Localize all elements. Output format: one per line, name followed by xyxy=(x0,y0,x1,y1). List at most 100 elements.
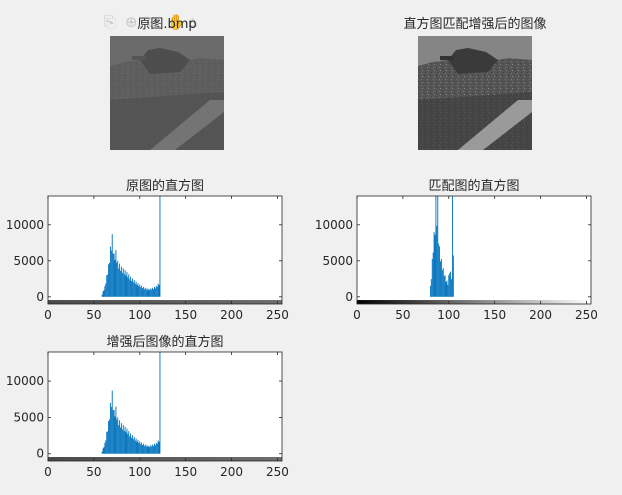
histogram-bar xyxy=(452,255,454,297)
histogram-bar xyxy=(151,289,153,297)
histogram-bar xyxy=(116,262,118,297)
y-tick-label: 5000 xyxy=(13,410,44,424)
histogram-bar xyxy=(118,425,120,454)
histogram-bar xyxy=(445,282,447,297)
histogram-bar xyxy=(448,275,450,297)
histogram-bar xyxy=(121,429,123,454)
x-tick-label: 100 xyxy=(128,308,151,322)
histogram-bar xyxy=(439,246,441,297)
histogram-bar xyxy=(154,288,156,297)
histogram-bar xyxy=(436,225,438,297)
histogram-bar xyxy=(450,271,452,297)
histogram-bar xyxy=(451,196,453,297)
histogram-bar xyxy=(112,409,114,454)
histogram-bar xyxy=(102,448,104,454)
histogram-bar xyxy=(119,420,121,454)
histogram-bar xyxy=(128,431,130,454)
histogram-bar xyxy=(152,444,154,454)
x-tick-label: 100 xyxy=(128,465,151,479)
histogram-bar xyxy=(137,283,139,297)
histogram-bar xyxy=(437,196,439,297)
y-tick-label: 5000 xyxy=(13,254,44,268)
histogram-bar xyxy=(106,275,108,297)
histogram-bars xyxy=(101,196,161,297)
plot-area xyxy=(48,196,282,304)
colorbar xyxy=(48,457,282,461)
histogram-bar xyxy=(135,281,137,297)
histogram-bar xyxy=(135,438,137,454)
histogram-bar xyxy=(124,270,126,297)
histogram-bar xyxy=(117,417,119,454)
histogram-bar xyxy=(145,289,147,297)
histogram-bar xyxy=(110,406,112,454)
histogram-bars xyxy=(429,196,454,297)
x-tick-label: 150 xyxy=(174,465,197,479)
histogram-bar xyxy=(434,234,436,297)
x-tick-label: 100 xyxy=(437,308,460,322)
histogram-bar xyxy=(127,434,129,454)
histogram-bar xyxy=(141,442,143,454)
histogram-bar xyxy=(129,436,131,454)
histogram-chart-1: 原图的直方图 0 50 100 150 200 250 0 5000 10000 xyxy=(6,178,289,322)
histogram-bar xyxy=(108,264,110,297)
histogram-bar xyxy=(123,274,125,297)
histogram-bar xyxy=(134,283,136,297)
histogram-bar xyxy=(121,272,123,297)
x-tick-label: 50 xyxy=(395,308,410,322)
histogram-bar xyxy=(116,419,118,454)
histogram-bar xyxy=(126,272,128,297)
histogram-bar xyxy=(115,250,117,297)
histogram-bar xyxy=(435,196,437,297)
home-icon[interactable]: ⌂ xyxy=(188,13,198,31)
histogram-bar xyxy=(114,259,116,297)
histogram-bar xyxy=(149,446,151,454)
y-tick-label: 0 xyxy=(345,290,353,304)
save-icon[interactable]: ⎘ xyxy=(104,13,116,31)
histogram-bar xyxy=(120,427,121,454)
histogram-bar xyxy=(106,431,108,454)
histogram-bar xyxy=(105,283,107,297)
histogram-bar xyxy=(132,439,134,454)
histogram-bar xyxy=(131,280,132,297)
histogram-bar xyxy=(442,268,444,297)
histogram-bar xyxy=(126,428,128,454)
histogram-bar xyxy=(158,284,160,297)
histogram-bar xyxy=(132,282,134,297)
histogram-chart-2: 匹配图的直方图 0 50 100 150 200 250 0 5000 10000 xyxy=(315,178,598,322)
histogram-bar xyxy=(127,277,129,297)
histogram-bar xyxy=(120,423,122,454)
histogram-bar xyxy=(440,261,441,297)
histogram-bar xyxy=(105,440,107,454)
histogram-bar xyxy=(125,432,127,454)
histogram-bar xyxy=(149,290,151,297)
zoom-in-icon[interactable]: ⊕ xyxy=(125,13,138,31)
x-tick-label: 50 xyxy=(86,308,101,322)
histogram-bar xyxy=(433,232,435,297)
histogram-bar xyxy=(440,259,442,297)
matched-image-title: 直方图匹配增强后的图像 xyxy=(403,16,546,32)
histogram-bar xyxy=(124,426,126,454)
histogram-bar xyxy=(155,442,157,454)
histogram-bar xyxy=(136,441,138,454)
histogram-bar xyxy=(137,439,139,454)
histogram-bar xyxy=(123,430,125,454)
original-image xyxy=(110,36,224,150)
histogram-bar xyxy=(117,260,119,297)
histogram-bar xyxy=(153,289,154,297)
pan-icon[interactable]: ✋ xyxy=(167,13,186,31)
histogram-bar xyxy=(101,294,103,297)
histogram-bar xyxy=(148,288,150,297)
histogram-bar xyxy=(158,441,160,454)
y-tick-label: 0 xyxy=(36,447,44,461)
figure-toolbar[interactable]: ⎘ ⊕ ⊖ ✋ ⌂ xyxy=(104,13,198,31)
histogram-bar xyxy=(114,416,116,454)
histogram-bar xyxy=(110,250,112,297)
histogram-bar xyxy=(145,446,147,454)
histogram-bar xyxy=(118,268,120,297)
plot-area xyxy=(357,196,591,304)
y-tick-label: 10000 xyxy=(6,374,44,388)
x-tick-label: 200 xyxy=(529,308,552,322)
zoom-out-icon[interactable]: ⊖ xyxy=(146,13,159,31)
histogram-bar xyxy=(138,443,140,454)
histogram-bar xyxy=(139,441,141,454)
